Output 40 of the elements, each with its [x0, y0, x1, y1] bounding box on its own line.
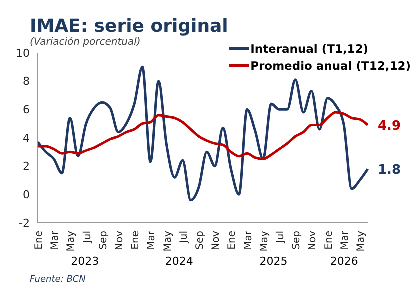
x-tick-label: Nov — [211, 230, 222, 251]
data-label: 1.8 — [378, 162, 402, 178]
y-tick-label: 6 — [23, 104, 30, 117]
x-tick-label: Mar — [50, 230, 62, 250]
x-tick-label: May — [66, 230, 78, 252]
x-tick-label: Ene — [324, 231, 335, 250]
x-tick-label: Sep — [194, 231, 206, 250]
source-note: Fuente: BCN — [30, 275, 87, 285]
x-tick-label: Jul — [178, 231, 190, 244]
chart-subtitle: (Variación porcentual) — [30, 37, 141, 48]
text: 2023 — [70, 255, 100, 268]
y-tick-label: 4 — [23, 132, 30, 145]
x-tick-label: May — [356, 230, 367, 252]
text: 2024 — [164, 255, 194, 268]
data-label: 4.9 — [378, 118, 402, 134]
x-tick-label: Sep — [292, 231, 303, 250]
y-tick-label: -2 — [19, 216, 30, 230]
x-tick-label: Ene — [34, 231, 45, 250]
x-tick-label: May — [259, 230, 270, 252]
legend-label: Promedio anual (T12,12) — [250, 58, 411, 72]
y-tick-label: 2 — [23, 160, 30, 174]
x-tick-label: Mar — [146, 230, 158, 250]
x-tick-label: Mar — [340, 230, 351, 250]
x-tick-label: Nov — [308, 230, 319, 251]
line-series — [36, 111, 370, 160]
x-tick-label: Ene — [130, 231, 142, 250]
y-tick-label: 10 — [16, 46, 30, 60]
chart-title: IMAE: serie original — [30, 16, 230, 37]
x-tick-label: Nov — [114, 230, 126, 251]
y-tick-label: 8 — [23, 75, 30, 88]
x-tick-label: Sep — [98, 231, 110, 250]
x-tick-label: Mar — [243, 230, 254, 250]
text: 2026 — [329, 255, 360, 268]
x-tick-label: Ene — [227, 231, 238, 250]
x-tick-label: May — [162, 230, 174, 252]
text: 2025 — [258, 255, 289, 268]
x-tick-label: Jul — [82, 231, 94, 244]
x-tick-label: Jul — [275, 231, 286, 244]
y-tick-label: 0 — [23, 188, 30, 202]
legend-label: Interanual (T1,12) — [250, 42, 369, 56]
